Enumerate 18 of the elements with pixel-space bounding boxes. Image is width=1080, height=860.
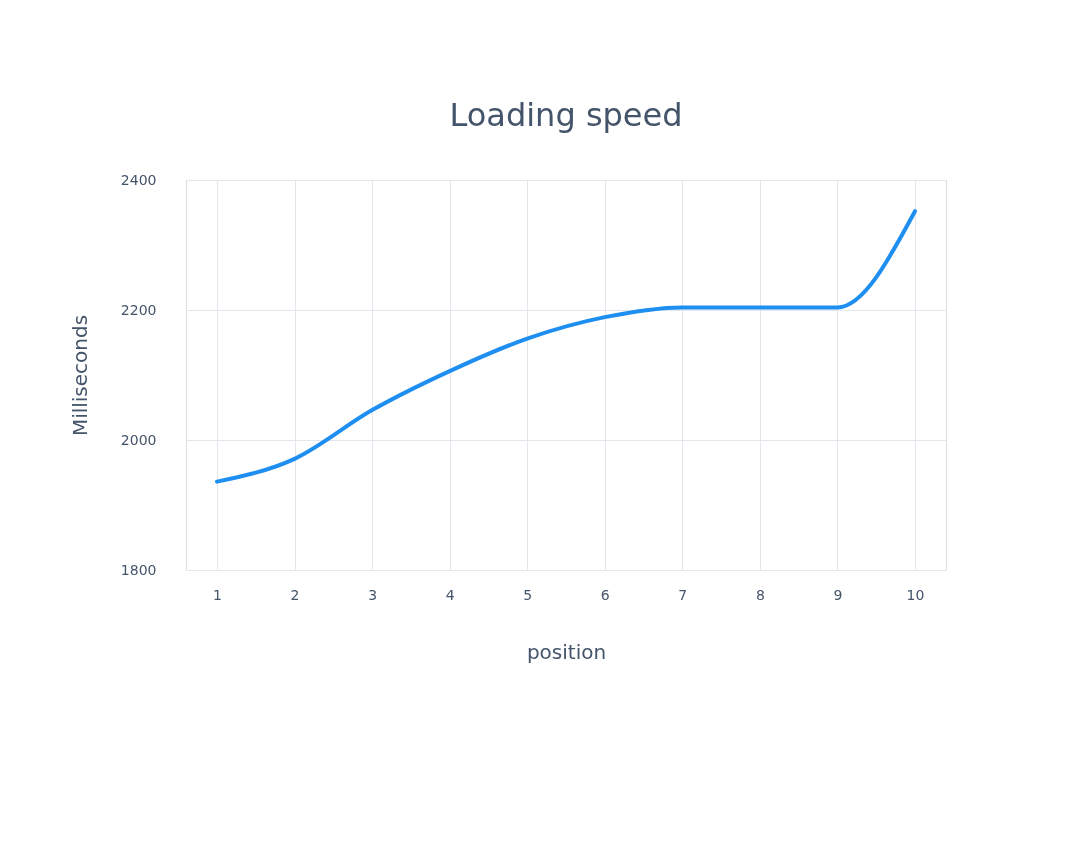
chart-title: Loading speed: [449, 96, 683, 134]
y-axis-title: Milliseconds: [67, 314, 92, 437]
line-series: [215, 209, 917, 484]
x-axis-title: position: [526, 639, 607, 664]
y-tick-label: 2000: [120, 431, 157, 448]
x-tick-label: 1: [213, 586, 222, 603]
x-tick-label: 7: [678, 586, 688, 603]
y-tick-label: 2200: [120, 301, 157, 318]
y-tick-label: 2400: [120, 171, 157, 188]
x-tick-label: 10: [906, 586, 925, 603]
y-tick-label: 1800: [120, 561, 157, 578]
x-tick-label: 6: [600, 586, 610, 603]
x-tick-label: 9: [833, 586, 843, 603]
x-tick-label: 5: [523, 586, 533, 603]
x-tick-label: 8: [755, 586, 765, 603]
x-tick-label: 3: [368, 586, 378, 603]
x-tick-label: 2: [290, 586, 300, 603]
x-tick-label: 4: [445, 586, 455, 603]
